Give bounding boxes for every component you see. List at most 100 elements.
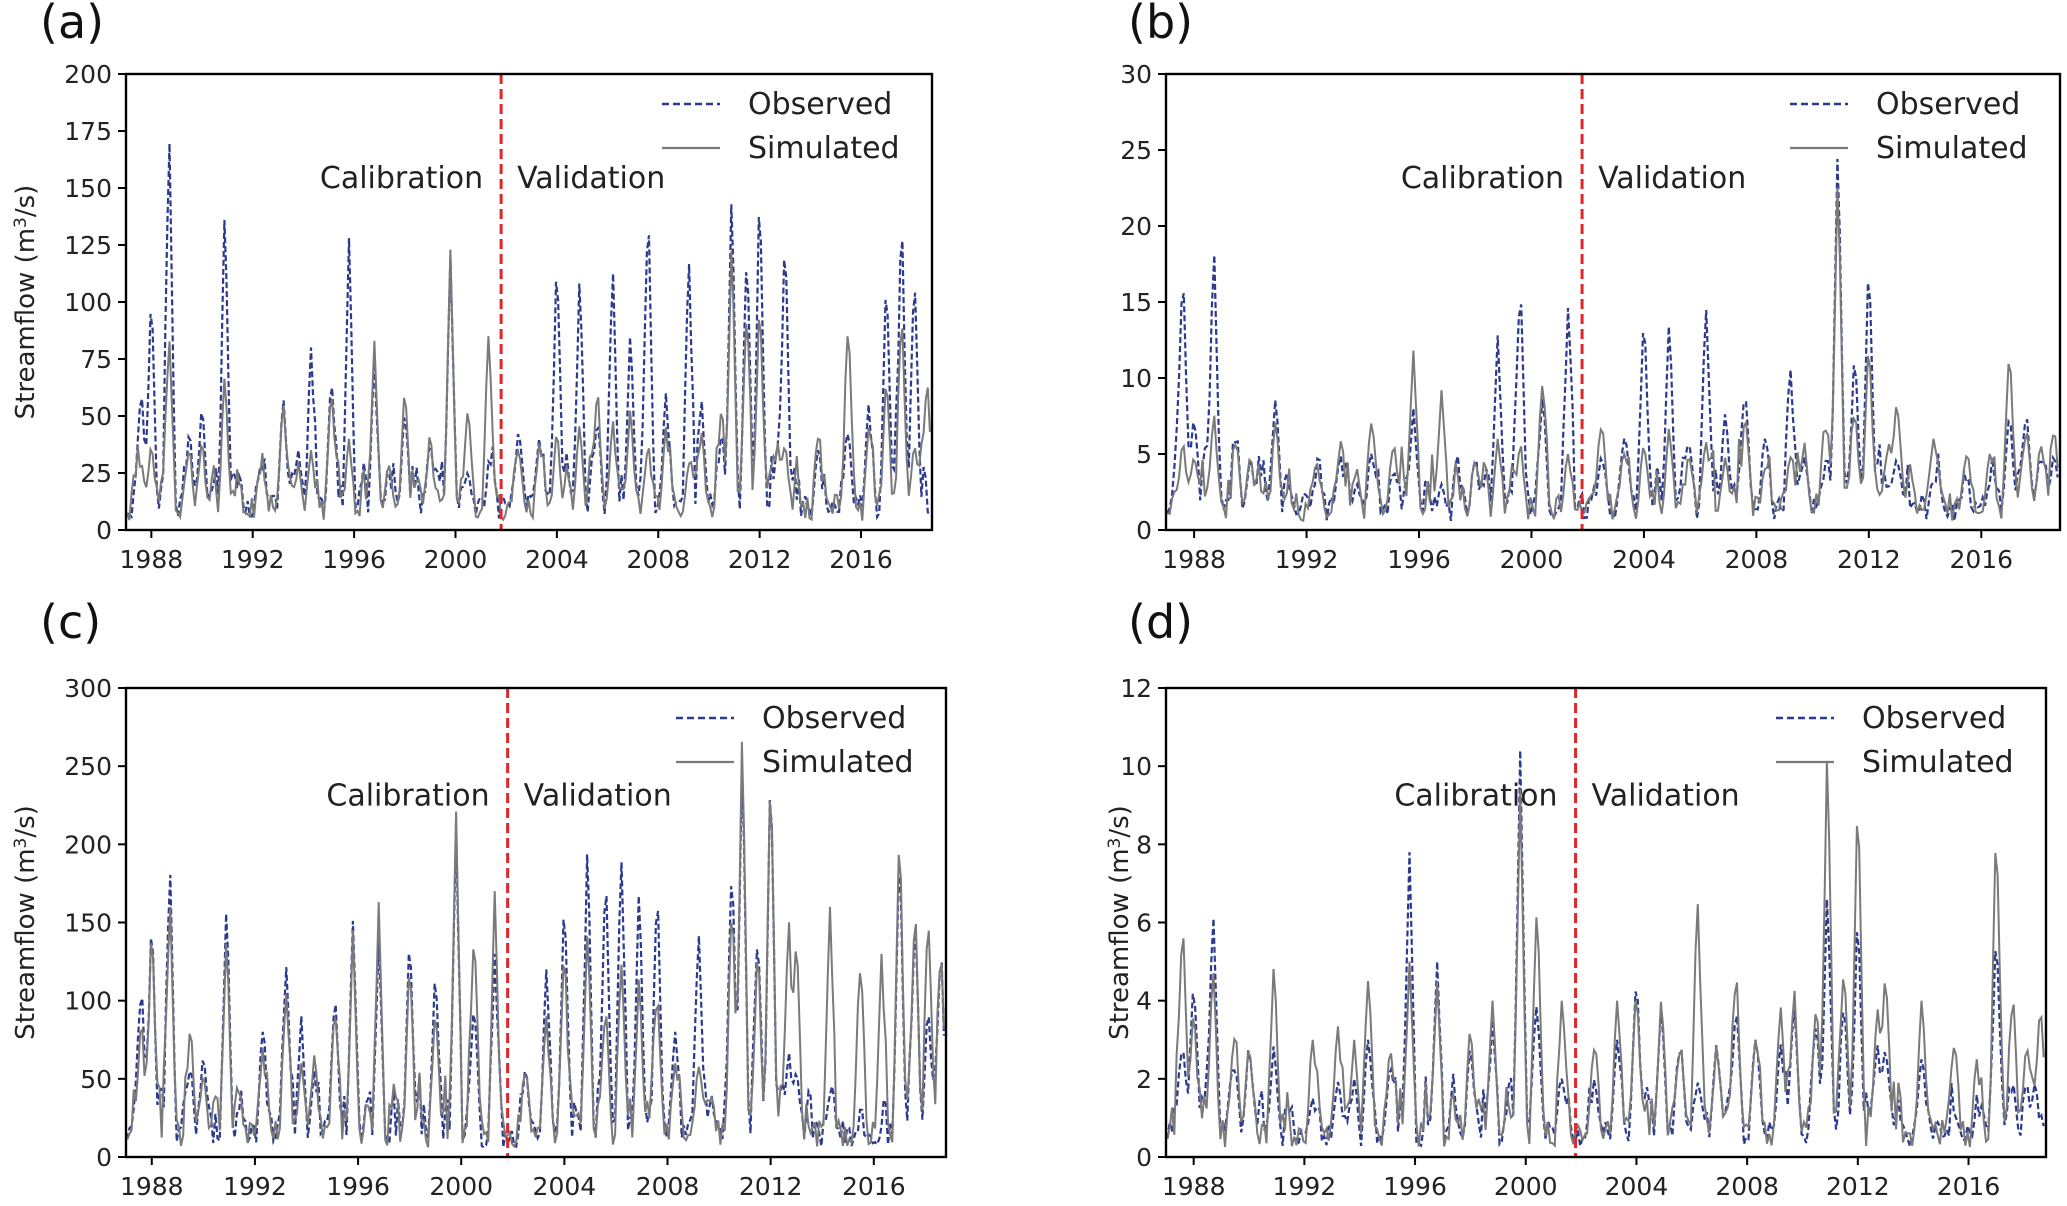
y-tick-label: 50 (80, 1065, 112, 1094)
x-tick-label: 1996 (322, 545, 386, 574)
calibration-label: Calibration (320, 161, 483, 196)
y-tick-label: 8 (1136, 830, 1152, 859)
x-tick-label: 2004 (533, 1172, 597, 1201)
calibration-label: Calibration (326, 778, 489, 813)
series-line-observed (126, 143, 931, 521)
series-line-simulated (126, 249, 931, 522)
plot-frame (1164, 72, 2062, 532)
legend: Observed Simulated (676, 701, 914, 780)
y-tick-label: 20 (1120, 212, 1152, 241)
x-tick-label: 2008 (636, 1172, 700, 1201)
series-line-simulated (126, 741, 945, 1149)
y-tick-label: 15 (1120, 288, 1152, 317)
y-tick-label: 300 (64, 674, 112, 703)
x-tick-label: 1992 (221, 545, 285, 574)
y-axis-label-group: Streamflow (m3/s) (11, 805, 41, 1040)
y-axis-label-prefix: Streamflow (m (1105, 848, 1135, 1039)
x-tick-label: 1992 (223, 1172, 287, 1201)
y-tick-label: 5 (1136, 440, 1152, 469)
legend-observed-label: Observed (1862, 701, 2006, 736)
x-tick-label: 2000 (1494, 1172, 1558, 1201)
y-tick-label: 25 (80, 459, 112, 488)
y-axis-label-group: Streamflow (m3/s) (11, 185, 41, 420)
y-axis-label-prefix: Streamflow (m (11, 848, 41, 1039)
y-tick-label: 50 (80, 402, 112, 431)
legend: Observed Simulated (662, 87, 900, 166)
y-tick-label: 100 (64, 987, 112, 1016)
x-tick-label: 2004 (525, 545, 589, 574)
panel-label: (c) (40, 595, 101, 649)
y-tick-label: 125 (64, 231, 112, 260)
x-tick-label: 1996 (1383, 1172, 1447, 1201)
y-axis-label-suffix: /s) (11, 185, 41, 217)
y-axis-label: Streamflow (m3/s) (1105, 805, 1135, 1040)
y-tick-label: 10 (1120, 364, 1152, 393)
series-line-observed (1166, 750, 2045, 1150)
plot-frame (124, 686, 948, 1159)
series-line-observed (126, 768, 945, 1149)
y-tick-label: 0 (1136, 1143, 1152, 1172)
y-tick-label: 0 (96, 516, 112, 545)
x-tick-label: 1988 (1162, 545, 1226, 574)
x-tick-label: 2000 (429, 1172, 493, 1201)
y-tick-label: 0 (96, 1143, 112, 1172)
x-tick-label: 2000 (424, 545, 488, 574)
legend-observed-label: Observed (748, 87, 892, 122)
y-tick-label: 10 (1120, 752, 1152, 781)
x-tick-label: 2004 (1605, 1172, 1669, 1201)
x-tick-label: 2016 (829, 545, 893, 574)
y-tick-label: 0 (1136, 516, 1152, 545)
x-tick-label: 2012 (739, 1172, 803, 1201)
panel-d: (d) Streamflow (m3/s) 0 2 4 6 8 10 12 1988 1992 1… (1105, 595, 2048, 1201)
y-axis-label-prefix: Streamflow (m (11, 228, 41, 419)
x-tick-label: 1988 (120, 1172, 184, 1201)
x-tick-label: 2008 (626, 545, 690, 574)
legend: Observed Simulated (1790, 87, 2028, 166)
y-tick-label: 250 (64, 752, 112, 781)
validation-label: Validation (524, 778, 672, 813)
series-line-simulated (1166, 760, 2045, 1148)
y-tick-label: 100 (64, 288, 112, 317)
legend-observed-label: Observed (1876, 87, 2020, 122)
validation-label: Validation (1592, 778, 1740, 813)
series-line-observed (1166, 158, 2059, 522)
panel-label: (a) (40, 0, 104, 49)
plot-frame (124, 72, 934, 532)
legend-simulated-label: Simulated (1862, 745, 2014, 780)
legend-simulated-label: Simulated (748, 131, 900, 166)
y-axis-label-group: Streamflow (m3/s) (1105, 805, 1135, 1040)
panel-c: (c) Streamflow (m3/s) 0 50 100 150 200 250 300… (11, 595, 948, 1201)
x-tick-label: 2008 (1725, 545, 1789, 574)
x-tick-label: 2000 (1500, 545, 1564, 574)
y-tick-label: 200 (64, 60, 112, 89)
legend-simulated-label: Simulated (762, 745, 914, 780)
y-axis-label-suffix: /s) (11, 805, 41, 837)
y-axis-label-suffix: /s) (1105, 805, 1135, 837)
calibration-label: Calibration (1401, 161, 1564, 196)
panel-b: (b) 0 5 10 15 20 25 30 1988 1992 1996 2000 2004 2008… (1120, 0, 2062, 574)
x-tick-label: 1992 (1273, 1172, 1337, 1201)
y-tick-label: 175 (64, 117, 112, 146)
series-line-simulated (1167, 187, 2059, 523)
x-tick-label: 1992 (1275, 545, 1339, 574)
y-axis-label: Streamflow (m3/s) (11, 805, 41, 1040)
y-axis-label-sup: 3 (11, 217, 31, 228)
y-tick-label: 150 (64, 174, 112, 203)
y-tick-label: 25 (1120, 136, 1152, 165)
y-tick-label: 30 (1120, 60, 1152, 89)
panel-a: (a) Streamflow (m3/s) 0 25 50 75 100 125 150 17… (11, 0, 934, 574)
y-tick-label: 200 (64, 830, 112, 859)
x-tick-label: 2016 (1937, 1172, 2001, 1201)
legend-observed-label: Observed (762, 701, 906, 736)
x-tick-label: 2012 (728, 545, 792, 574)
y-tick-label: 2 (1136, 1065, 1152, 1094)
legend: Observed Simulated (1776, 701, 2014, 780)
y-tick-label: 12 (1120, 674, 1152, 703)
y-axis-label-sup: 3 (1105, 838, 1125, 849)
panel-label: (d) (1128, 595, 1193, 649)
y-tick-label: 6 (1136, 909, 1152, 938)
y-tick-label: 150 (64, 909, 112, 938)
y-axis-label: Streamflow (m3/s) (11, 185, 41, 420)
x-tick-label: 1988 (120, 545, 184, 574)
